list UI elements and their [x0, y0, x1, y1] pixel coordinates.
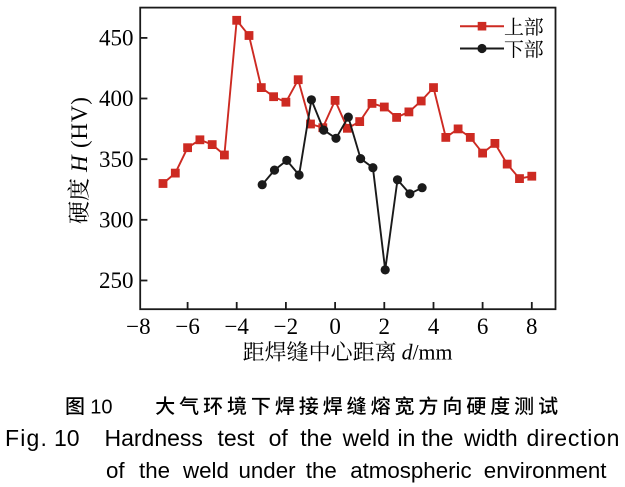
svg-text:H (HV): H (HV) — [67, 96, 92, 173]
svg-text:direction: direction — [527, 425, 621, 451]
svg-text:width: width — [463, 425, 518, 451]
svg-text:the: the — [422, 425, 454, 451]
svg-text:of: of — [269, 425, 289, 451]
svg-text:0: 0 — [329, 314, 341, 339]
svg-text:Fig.: Fig. — [5, 425, 48, 451]
svg-text:250: 250 — [99, 268, 134, 293]
svg-text:the: the — [300, 425, 332, 451]
svg-text:environment: environment — [484, 458, 608, 483]
svg-text:2: 2 — [379, 314, 391, 339]
svg-text:300: 300 — [99, 207, 134, 232]
svg-text:6: 6 — [477, 314, 489, 339]
svg-text:test: test — [218, 425, 256, 451]
svg-text:4: 4 — [428, 314, 440, 339]
svg-text:350: 350 — [99, 147, 134, 172]
svg-text:Hardness: Hardness — [105, 425, 203, 451]
svg-text:atmospheric: atmospheric — [350, 458, 471, 483]
svg-text:−8: −8 — [126, 314, 150, 339]
svg-text:d/mm: d/mm — [402, 341, 453, 365]
svg-text:in: in — [398, 425, 416, 451]
svg-text:−4: −4 — [224, 314, 249, 339]
svg-text:10: 10 — [54, 425, 80, 451]
svg-text:8: 8 — [526, 314, 538, 339]
svg-text:450: 450 — [99, 26, 134, 51]
svg-text:weld: weld — [342, 425, 390, 451]
svg-text:−2: −2 — [274, 314, 298, 339]
svg-text:of: of — [106, 458, 125, 483]
svg-text:10: 10 — [90, 396, 112, 418]
svg-text:the: the — [306, 458, 337, 483]
svg-text:the: the — [139, 458, 170, 483]
svg-text:under: under — [239, 458, 297, 483]
svg-text:−6: −6 — [175, 314, 199, 339]
svg-text:400: 400 — [99, 86, 134, 111]
svg-text:weld: weld — [182, 458, 229, 483]
